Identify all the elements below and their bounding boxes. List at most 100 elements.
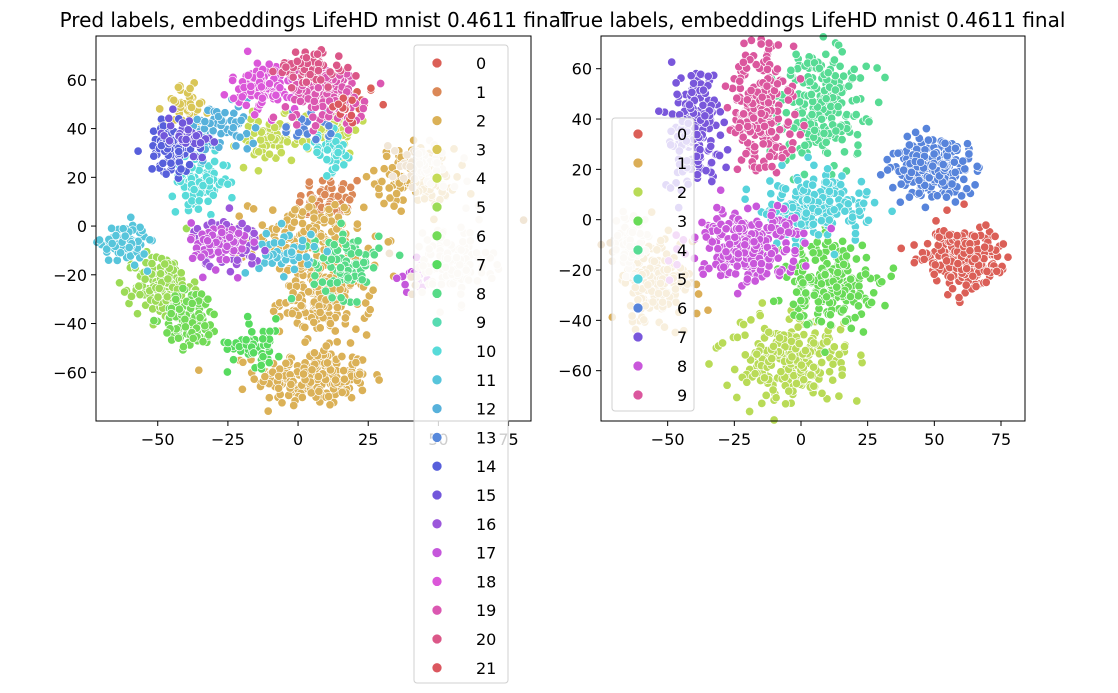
scatter-point-5 — [859, 198, 869, 208]
scatter-point-2 — [274, 383, 284, 393]
y-tick-label: 40 — [67, 120, 87, 139]
scatter-point-8 — [697, 217, 707, 228]
y-tick-label: 20 — [572, 160, 592, 179]
scatter-point-6 — [200, 321, 210, 331]
scatter-point-2 — [351, 358, 361, 368]
scatter-point-14 — [156, 141, 166, 151]
legend-marker-2 — [632, 186, 644, 198]
scatter-point-3 — [853, 301, 864, 311]
scatter-point-0 — [953, 259, 963, 269]
x-tick-label: 0 — [293, 430, 303, 449]
legend-label-17: 17 — [476, 544, 496, 563]
scatter-point-5 — [829, 249, 839, 260]
scatter-point-4 — [872, 63, 882, 73]
scatter-point-2 — [309, 317, 319, 327]
scatter-point-4 — [849, 64, 859, 74]
scatter-point-8 — [357, 275, 367, 285]
scatter-point-2 — [347, 393, 357, 403]
scatter-point-9 — [787, 145, 797, 155]
scatter-point-2 — [759, 373, 770, 383]
legend-marker-12 — [431, 403, 443, 414]
legend-marker-4 — [632, 244, 644, 256]
legend-label-9: 9 — [677, 386, 687, 405]
legend-label-6: 6 — [476, 227, 486, 246]
scatter-point-14 — [185, 160, 195, 170]
scatter-point-17 — [188, 253, 198, 263]
legend-label-3: 3 — [476, 140, 486, 159]
scatter-point-2 — [768, 385, 778, 395]
scatter-point-9 — [783, 95, 793, 105]
scatter-point-14 — [161, 169, 171, 179]
scatter-point-5 — [854, 206, 864, 216]
scatter-point-5 — [176, 268, 186, 278]
scatter-point-8 — [369, 263, 379, 273]
scatter-point-0 — [970, 254, 980, 264]
scatter-point-3 — [801, 288, 811, 298]
legend-label-4: 4 — [476, 169, 486, 188]
scatter-point-6 — [959, 174, 969, 184]
scatter-point-7 — [223, 338, 233, 348]
scatter-point-0 — [931, 216, 941, 226]
scatter-point-9 — [732, 93, 742, 103]
scatter-point-3 — [838, 236, 848, 246]
scatter-point-7 — [258, 334, 268, 344]
scatter-point-7 — [686, 71, 696, 81]
scatter-point-5 — [823, 164, 833, 174]
scatter-point-8 — [716, 185, 726, 195]
scatter-point-9 — [795, 74, 806, 84]
legend-label-10: 10 — [476, 342, 496, 361]
scatter-point-9 — [734, 123, 744, 133]
scatter-point-2 — [764, 327, 774, 337]
scatter-point-2 — [268, 205, 278, 215]
scatter-point-6 — [949, 157, 959, 167]
scatter-point-17 — [221, 255, 231, 265]
legend-marker-9 — [431, 316, 443, 328]
scatter-point-4 — [839, 71, 849, 81]
scatter-point-17 — [186, 218, 196, 228]
scatter-point-9 — [766, 127, 777, 137]
scatter-point-20 — [351, 71, 361, 81]
scatter-point-2 — [304, 287, 314, 297]
scatter-point-8 — [732, 261, 742, 271]
scatter-point-2 — [355, 369, 365, 379]
scatter-point-2 — [325, 318, 335, 329]
scatter-point-2 — [368, 285, 378, 295]
scatter-point-2 — [396, 206, 406, 216]
scatter-point-3 — [861, 253, 871, 263]
scatter-point-4 — [819, 128, 829, 138]
scatter-point-8 — [754, 219, 764, 229]
scatter-point-4 — [835, 61, 845, 71]
scatter-point-13 — [294, 127, 304, 138]
scatter-point-2 — [377, 176, 387, 187]
scatter-point-4 — [851, 110, 861, 120]
scatter-point-8 — [329, 240, 339, 250]
scatter-point-5 — [856, 177, 866, 187]
scatter-point-9 — [789, 41, 799, 51]
scatter-point-6 — [929, 149, 939, 159]
scatter-point-7 — [265, 326, 275, 336]
scatter-point-2 — [249, 374, 259, 384]
scatter-point-2 — [365, 305, 375, 315]
scatter-point-8 — [788, 256, 799, 266]
scatter-point-18 — [256, 82, 266, 92]
scatter-point-3 — [880, 301, 890, 311]
legend-label-12: 12 — [476, 400, 496, 419]
scatter-point-2 — [768, 341, 779, 351]
scatter-point-4 — [238, 163, 249, 173]
scatter-point-2 — [325, 400, 335, 410]
scatter-point-20 — [334, 51, 344, 61]
scatter-point-8 — [327, 293, 337, 303]
scatter-point-20 — [301, 77, 311, 87]
scatter-point-5 — [854, 188, 864, 198]
scatter-point-10 — [189, 185, 199, 195]
scatter-point-3 — [802, 320, 812, 330]
scatter-point-4 — [853, 140, 863, 150]
scatter-point-8 — [359, 257, 369, 268]
scatter-point-9 — [720, 81, 731, 91]
scatter-point-7 — [241, 335, 251, 345]
scatter-point-2 — [767, 354, 777, 364]
scatter-point-2 — [289, 217, 299, 227]
scatter-point-19 — [309, 96, 319, 106]
scatter-point-7 — [707, 158, 717, 168]
legend-marker-7 — [431, 259, 443, 270]
